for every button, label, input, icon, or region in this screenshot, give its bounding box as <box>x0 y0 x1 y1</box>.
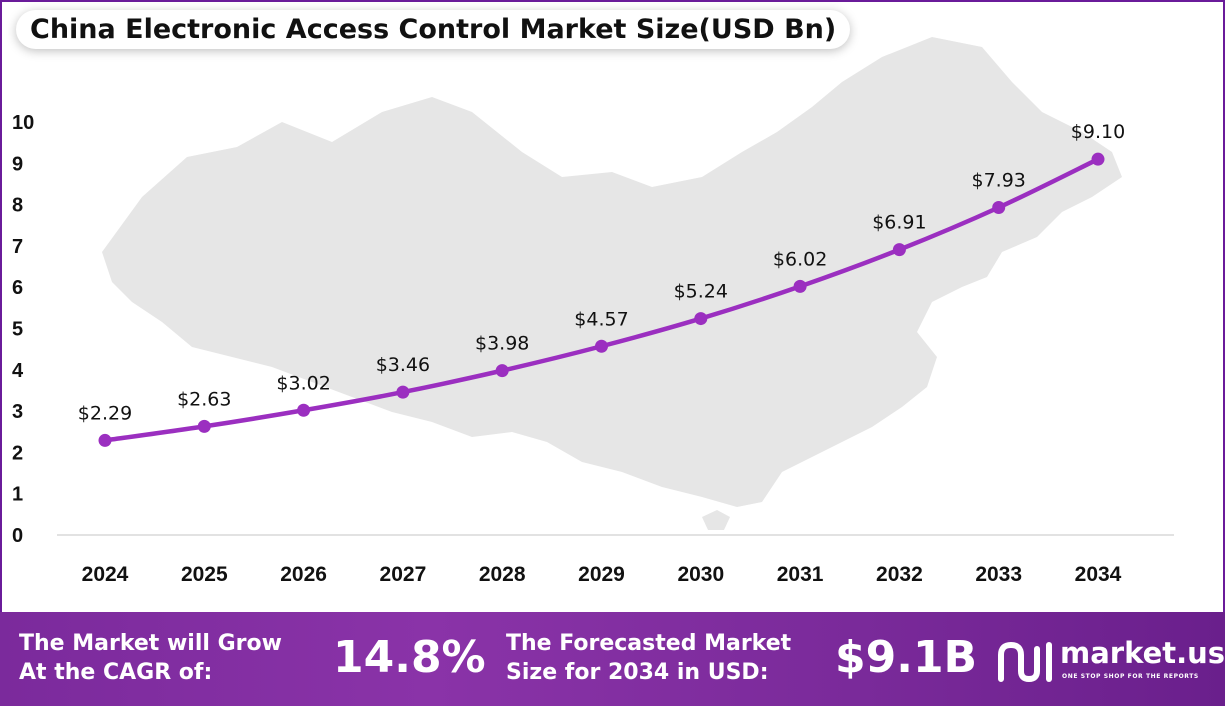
x-tick-label: 2027 <box>380 563 427 586</box>
y-tick-label: 1 <box>12 484 23 506</box>
data-label: $2.63 <box>177 388 231 410</box>
y-tick-label: 2 <box>12 442 23 464</box>
x-tick-label: 2024 <box>82 563 129 586</box>
data-point <box>793 279 807 293</box>
data-point <box>694 312 708 326</box>
data-points <box>98 152 1105 447</box>
x-tick-label: 2031 <box>777 563 824 586</box>
data-label: $9.10 <box>1071 121 1125 143</box>
forecast-value: $9.1B <box>835 632 978 683</box>
data-point <box>892 243 906 257</box>
data-label: $3.02 <box>276 372 330 394</box>
x-axis: 2024 2025 2026 2027 2028 2029 2030 2031 2032 2033… <box>82 563 1122 586</box>
y-tick-label: 6 <box>12 277 23 299</box>
chart-canvas: 0 1 2 3 4 5 6 7 8 9 10 2024 2025 2026 2027 2028 2029 203… <box>12 37 1174 586</box>
y-tick-label: 4 <box>12 360 24 382</box>
data-label: $3.46 <box>376 354 430 376</box>
data-label: $2.29 <box>78 402 132 424</box>
data-point <box>197 419 211 433</box>
data-point <box>396 385 410 399</box>
brand-tagline: ONE STOP SHOP FOR THE REPORTS <box>1062 673 1199 680</box>
data-point <box>98 433 112 447</box>
y-tick-label: 10 <box>12 112 34 134</box>
china-map-silhouette <box>102 37 1122 530</box>
chart-title: China Electronic Access Control Market S… <box>16 10 851 49</box>
x-tick-label: 2029 <box>578 563 625 586</box>
forecast-label: The Forecasted Market Size for 2034 in U… <box>506 629 791 687</box>
data-point <box>495 364 509 378</box>
market-us-logo-icon <box>998 641 1052 683</box>
y-tick-label: 5 <box>12 319 23 341</box>
cagr-value: 14.8% <box>333 632 486 683</box>
x-tick-label: 2034 <box>1075 563 1122 586</box>
y-tick-label: 7 <box>12 236 23 258</box>
x-tick-label: 2033 <box>975 563 1022 586</box>
data-label: $3.98 <box>475 333 529 355</box>
forecast-label-line2: Size for 2034 in USD: <box>506 660 769 685</box>
x-tick-label: 2030 <box>677 563 724 586</box>
data-point <box>992 200 1006 214</box>
x-tick-label: 2032 <box>876 563 923 586</box>
data-labels: $2.29 $2.63 $3.02 $3.46 $3.98 $4.57 $5.24 $6.02… <box>78 121 1125 424</box>
data-label: $7.93 <box>971 169 1025 191</box>
chart-frame: 0 1 2 3 4 5 6 7 8 9 10 2024 2025 2026 2027 2028 2029 203… <box>0 0 1225 612</box>
brand-name: market.us <box>1060 636 1225 670</box>
data-label: $6.02 <box>773 248 827 270</box>
x-tick-label: 2026 <box>280 563 327 586</box>
data-label: $5.24 <box>674 281 728 303</box>
y-tick-label: 9 <box>12 153 23 175</box>
cagr-label-line2: At the CAGR of: <box>19 660 213 685</box>
y-axis: 0 1 2 3 4 5 6 7 8 9 10 <box>12 112 34 547</box>
y-tick-label: 0 <box>12 525 23 547</box>
footer-banner: The Market will Grow At the CAGR of: 14.… <box>0 612 1225 706</box>
forecast-label-line1: The Forecasted Market <box>506 631 792 656</box>
cagr-label: The Market will Grow At the CAGR of: <box>19 629 282 687</box>
data-point <box>297 403 311 417</box>
data-point <box>1091 152 1105 166</box>
cagr-label-line1: The Market will Grow <box>19 631 282 656</box>
y-tick-label: 8 <box>12 195 23 217</box>
y-tick-label: 3 <box>12 401 23 423</box>
data-point <box>595 339 608 353</box>
data-label: $4.57 <box>574 308 628 330</box>
x-tick-label: 2028 <box>479 563 526 586</box>
data-label: $6.91 <box>872 212 926 234</box>
x-tick-label: 2025 <box>181 563 228 586</box>
